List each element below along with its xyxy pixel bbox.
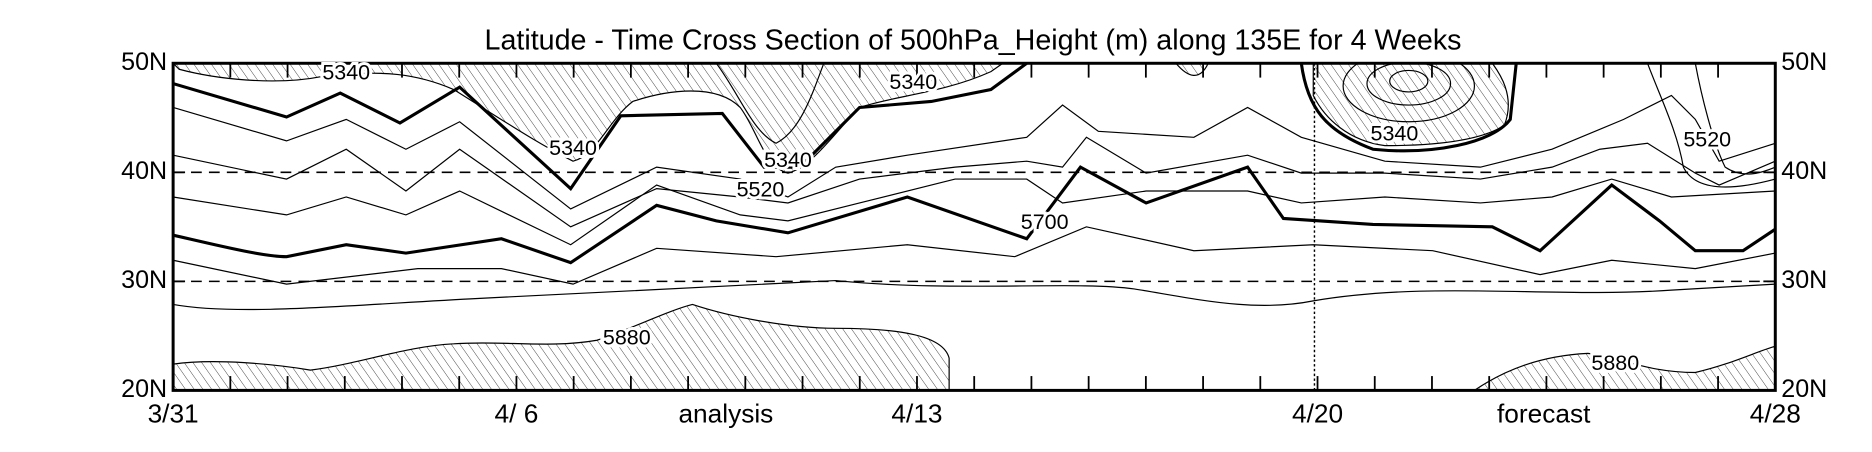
high-region <box>173 303 950 391</box>
contour-label: 5520 <box>1683 128 1731 152</box>
x-tick-label: 4/13 <box>891 398 942 428</box>
contour-label: 5340 <box>889 70 937 94</box>
contour-line <box>173 178 1776 246</box>
contour-label: 5880 <box>603 326 651 350</box>
contour-line <box>1389 69 1429 93</box>
annotation: forecast <box>1497 398 1591 428</box>
contour-line <box>1694 63 1776 175</box>
y-tick-label: 40N <box>121 157 167 185</box>
y2-tick-label: 40N <box>1781 157 1827 185</box>
contour-line <box>1342 63 1476 123</box>
contour-label: 5340 <box>1371 122 1419 146</box>
contour-label: 5340 <box>549 136 597 160</box>
chart-title: Latitude - Time Cross Section of 500hPa_… <box>485 24 1462 56</box>
contour-line <box>1366 63 1452 106</box>
contour-line <box>173 165 1776 265</box>
y2-tick-label: 50N <box>1781 48 1827 76</box>
contour-label: 5340 <box>322 61 370 85</box>
x-tick-label: 4/ 6 <box>495 398 539 428</box>
contour-line <box>715 63 825 144</box>
y2-tick-label: 20N <box>1781 375 1827 403</box>
x-tick-label: 4/20 <box>1292 398 1343 428</box>
contour-line <box>173 279 1776 311</box>
contour-label: 5520 <box>737 178 785 202</box>
contour-line <box>1299 63 1518 153</box>
contour-label: 5880 <box>1591 351 1639 375</box>
contour-label: 5700 <box>1021 210 1069 234</box>
y-tick-label: 50N <box>121 48 167 76</box>
annotation: analysis <box>678 398 773 428</box>
y-tick-label: 20N <box>121 375 167 403</box>
contour-field <box>173 63 1776 391</box>
contour-line <box>173 136 1776 228</box>
high-region <box>1473 345 1776 391</box>
x-tick-label: 3/31 <box>148 398 199 428</box>
contour-label: 5340 <box>764 148 812 172</box>
y2-tick-label: 30N <box>1781 266 1827 294</box>
contour-line <box>173 63 1028 191</box>
contour-line <box>173 226 1776 285</box>
y-tick-label: 30N <box>121 266 167 294</box>
contour-line <box>1646 63 1776 188</box>
plot-frame <box>171 61 1777 392</box>
x-tick-label: 4/28 <box>1750 398 1801 428</box>
contour-line <box>173 94 1776 210</box>
